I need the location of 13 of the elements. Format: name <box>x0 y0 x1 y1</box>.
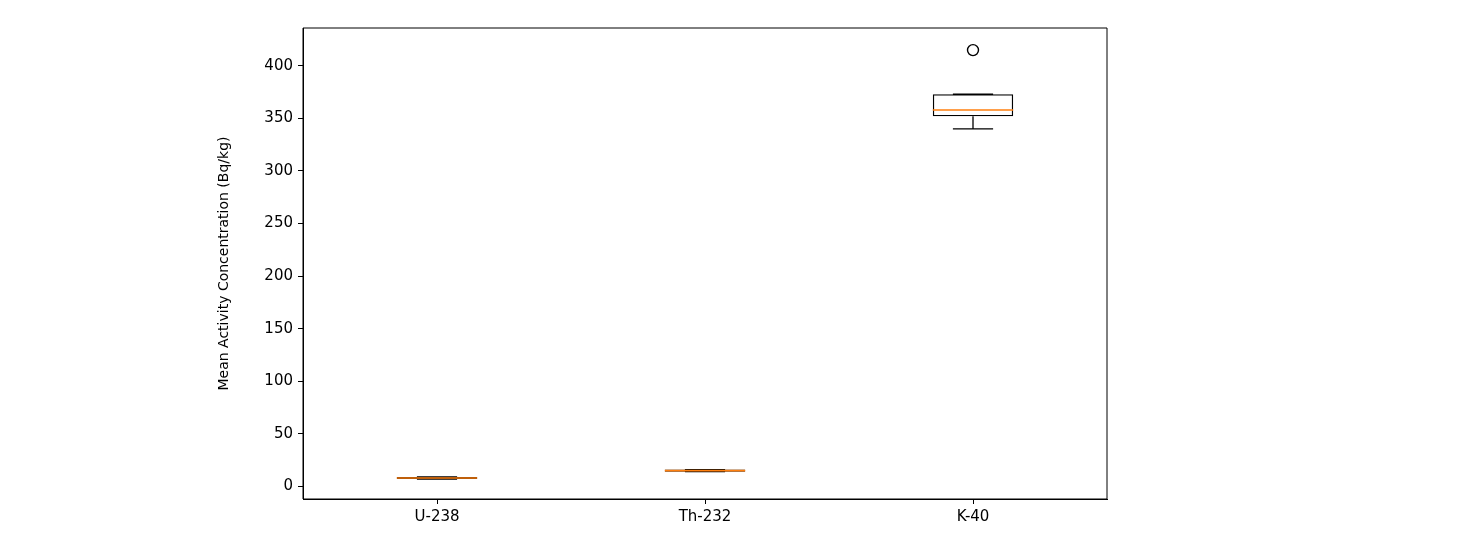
y-tick-label: 150 <box>264 318 293 337</box>
y-axis-title: Mean Activity Concentration (Bq/kg) <box>215 136 232 391</box>
x-tick-label: Th-232 <box>677 506 732 525</box>
y-tick-label: 50 <box>273 423 293 442</box>
y-tick-label: 400 <box>264 55 293 74</box>
y-tick-label: 0 <box>283 476 293 495</box>
y-tick-label: 200 <box>264 266 293 285</box>
x-tick-label: U-238 <box>414 506 460 525</box>
y-tick-label: 250 <box>264 213 293 232</box>
y-tick-label: 350 <box>264 108 293 127</box>
y-tick-label: 100 <box>264 371 293 390</box>
x-tick-label: K-40 <box>956 506 990 525</box>
y-tick-label: 300 <box>264 160 293 179</box>
